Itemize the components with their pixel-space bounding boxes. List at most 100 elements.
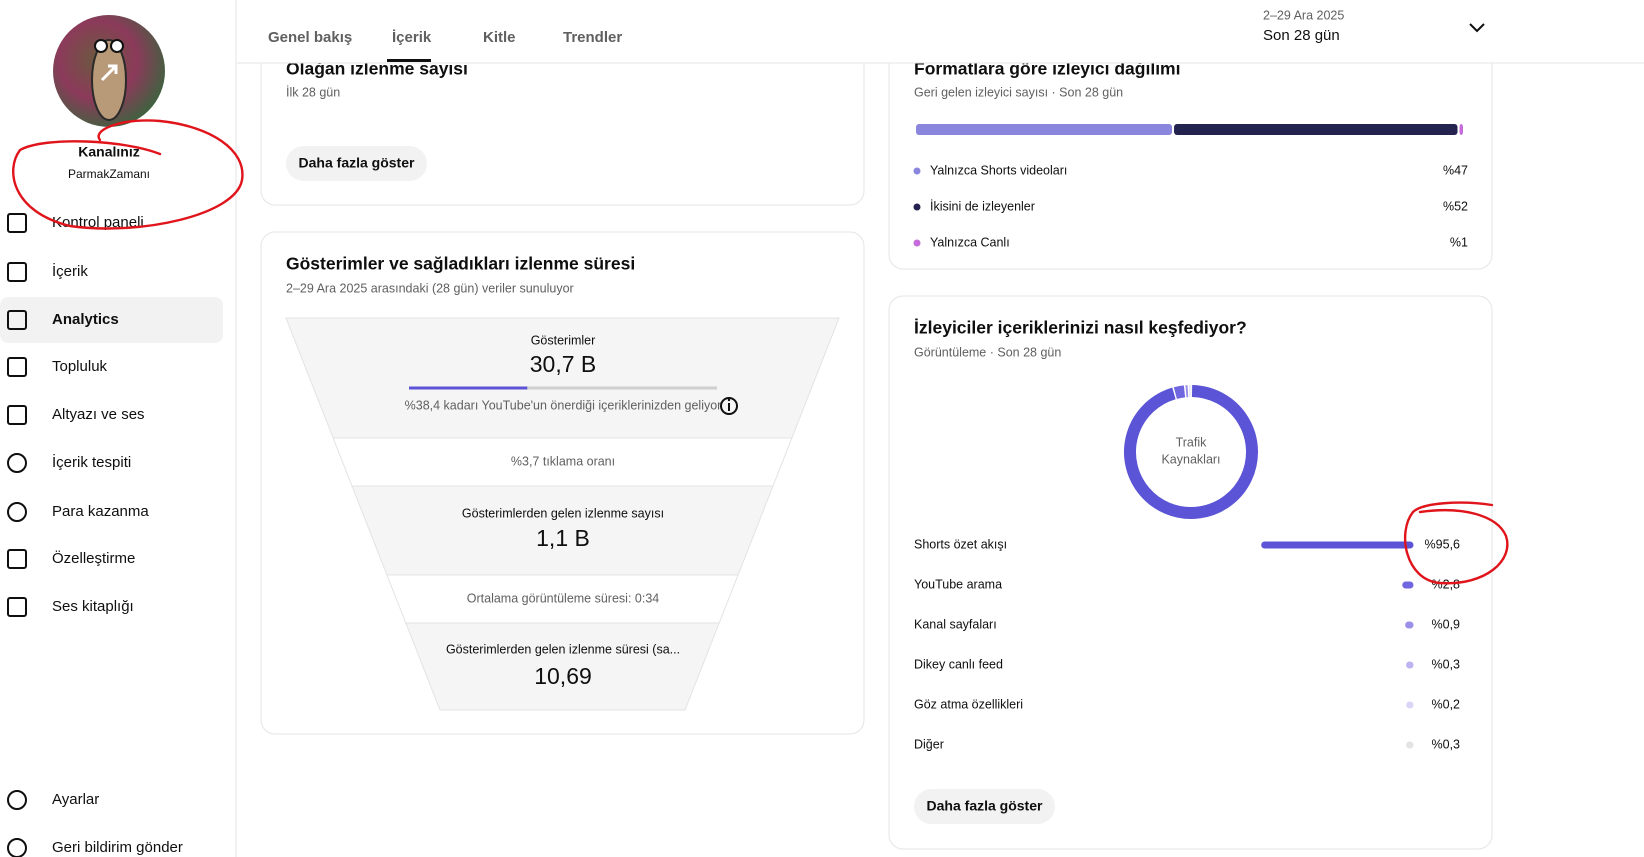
nav-icon[interactable] [7,310,27,330]
donut-center-label: Kaynakları [1161,452,1220,466]
nav-icon[interactable] [7,405,27,425]
format-segment [1174,124,1458,135]
icon-shape [7,357,27,377]
tab-underline [387,59,431,62]
legend-value: %47 [1443,163,1468,177]
nav-icon[interactable] [7,357,27,377]
card-title: Olağan izlenme sayısı [286,59,468,79]
legend-value: %1 [1450,235,1468,249]
sidebar: Kanalınız ParmakZamanı Kontrol paneliİçe… [0,0,244,857]
tab[interactable]: Kitle [483,29,516,46]
legend-dot [913,203,921,211]
nav-icon[interactable] [7,597,27,617]
funnel-label: Gösterimler [531,333,596,347]
nav-icon[interactable] [7,790,27,810]
icon-shape [7,453,27,473]
top-tabs: Genel bakış İçerik Kitle Trendler 2–29 A… [237,0,1644,64]
donut-center-label: Trafik [1176,435,1208,449]
funnel-label: Gösterimlerden gelen izlenme süresi (sa.… [446,642,680,656]
dropdown-chevron[interactable] [1469,23,1485,33]
red-annotation [1404,501,1509,585]
nav-icon[interactable] [7,453,27,473]
more-button[interactable] [286,146,427,181]
funnel-label: Gösterimlerden gelen izlenme sayısı [462,506,664,520]
icon-shape [7,310,27,330]
funnel-avg-duration: Ortalama görüntüleme süresi: 0:34 [467,591,660,605]
nav-item[interactable]: Ses kitaplığı [52,598,134,615]
source-value: %0,3 [1432,737,1461,751]
nav-item[interactable]: İçerik [52,262,88,280]
nav-icon[interactable] [7,262,27,282]
card-title: Gösterimler ve sağladıkları izlenme süre… [286,254,635,274]
header-bg [237,0,1644,63]
nav-item[interactable]: Altyazı ve ses [52,406,145,423]
red-annotation [12,119,244,230]
icon-shape [7,549,27,569]
funnel-value: 30,7 B [530,351,597,377]
legend-value: %52 [1443,199,1468,213]
legend-label: Yalnızca Canlı [930,235,1010,249]
date-range[interactable]: 2–29 Ara 2025 [1263,8,1344,22]
donut-segment [1173,385,1186,399]
info-icon[interactable] [720,397,738,415]
nav-icon[interactable] [7,838,27,857]
icon-shape [7,790,27,810]
channel-avatar[interactable] [53,15,165,127]
more-button[interactable] [914,789,1055,824]
tab[interactable]: Trendler [563,29,622,46]
source-label: Kanal sayfaları [914,617,997,631]
legend-label: İkisini de izleyenler [930,199,1035,213]
nav: Kontrol paneliİçerikAnalyticsToplulukAlt… [7,213,183,857]
card-title: Formatlara göre izleyici dağılımı [914,59,1180,79]
legend-dot [913,239,921,247]
legend-dot [913,167,921,175]
funnel-value: 1,1 B [536,525,590,551]
channel-name: ParmakZamanı [68,167,150,181]
card-subtitle: Geri gelen izleyici sayısı · Son 28 gün [914,85,1123,99]
icon-shape [7,597,27,617]
more-button-label[interactable]: Daha fazla göster [927,798,1043,814]
nav-item[interactable]: Özelleştirme [52,549,135,567]
source-value: %95,6 [1425,537,1460,551]
source-value: %0,3 [1432,657,1461,671]
progress-track [409,386,717,390]
icon-shape [7,213,27,233]
source-label: Dikey canlı feed [914,657,1003,671]
funnel-value: 10,69 [534,663,592,689]
format-segment [1459,124,1463,135]
nav-item[interactable]: İçerik tespiti [52,453,131,471]
date-range-label[interactable]: Son 28 gün [1263,27,1340,44]
format-segment [916,124,1173,135]
funnel [285,317,840,711]
nav-item[interactable]: Analytics [52,311,119,328]
source-label: Göz atma özellikleri [914,697,1023,711]
source-value: %0,9 [1432,617,1461,631]
nav-item[interactable]: Topluluk [52,358,108,375]
funnel-ctr: %3,7 tıklama oranı [511,454,615,468]
nav-icon[interactable] [7,549,27,569]
channel-title: Kanalınız [78,144,139,160]
nav-icon[interactable] [7,502,27,522]
nav-item[interactable]: Geri bildirim gönder [52,839,183,856]
tab[interactable]: Genel bakış [268,29,352,46]
more-button-label[interactable]: Daha fazla göster [299,155,415,171]
icon-shape [7,502,27,522]
card-subtitle: İlk 28 gün [286,85,340,99]
card-subtitle: Görüntüleme · Son 28 gün [914,345,1061,359]
funnel-stage [405,622,720,711]
content: Olağan izlenme sayısı İlk 28 gün Daha fa… [260,0,1509,850]
nav-item[interactable]: Para kazanma [52,503,149,520]
source-label: Shorts özet akışı [914,537,1007,551]
icon-shape [7,838,27,857]
traffic-card [888,295,1493,850]
nav-icon[interactable] [7,213,27,233]
nav-item[interactable]: Ayarlar [52,791,99,808]
card-title: İzleyiciler içeriklerinizi nasıl keşfedi… [914,318,1247,338]
sidebar-bg [0,0,236,857]
progress-bar [409,386,528,390]
source-value: %0,2 [1432,697,1461,711]
tab-active[interactable]: İçerik [392,29,432,46]
